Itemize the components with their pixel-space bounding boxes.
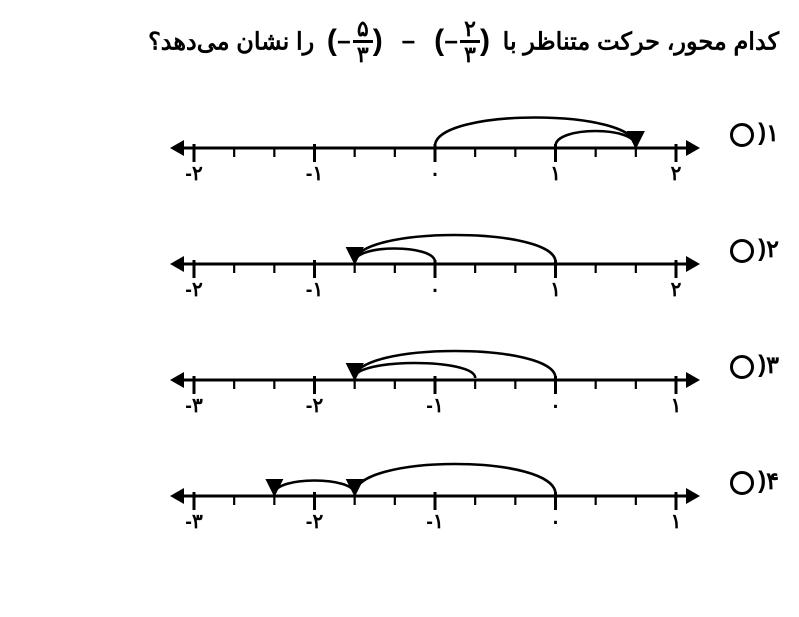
tick-label: -۲ xyxy=(185,279,203,298)
tick-label: ۱ xyxy=(671,511,682,530)
option-label: ۴( xyxy=(730,467,779,496)
radio-icon[interactable] xyxy=(730,239,754,263)
motion-arc xyxy=(355,363,476,378)
tick-label: ۱ xyxy=(671,395,682,414)
number-line: -۲ -۱ ۰ ۱ ۲ xyxy=(140,200,720,298)
motion-arc xyxy=(556,131,636,146)
option-list: ۱( -۲ -۱ ۰ ۱ ۲ ۲( -۲ -۱ ۰ ۱ ۲ ۳( -۳ -۲ -۱ ۰ ۱ ۴( -۳ -۲ -۱ ۰ ۱ xyxy=(20,84,779,530)
tick-label: ۰ xyxy=(550,395,561,414)
tick-label: ۰ xyxy=(430,163,441,182)
fraction-2: (−۵۳) xyxy=(327,16,383,70)
minus-op: − xyxy=(401,21,415,64)
radio-icon[interactable] xyxy=(730,355,754,379)
option-4[interactable]: ۴( -۳ -۲ -۱ ۰ ۱ xyxy=(100,432,779,530)
tick-label: -۱ xyxy=(426,511,443,530)
tick-label: ۱ xyxy=(550,163,561,182)
tick-label: ۰ xyxy=(430,279,441,298)
tick-label: -۳ xyxy=(185,395,203,414)
tick-label: -۱ xyxy=(426,395,443,414)
option-label: ۳( xyxy=(730,351,779,380)
option-2[interactable]: ۲( -۲ -۱ ۰ ۱ ۲ xyxy=(100,200,779,298)
tick-label: -۲ xyxy=(306,511,324,530)
option-3[interactable]: ۳( -۳ -۲ -۱ ۰ ۱ xyxy=(100,316,779,414)
radio-icon[interactable] xyxy=(730,123,754,147)
tick-label: ۲ xyxy=(671,279,682,298)
tick-label: ۰ xyxy=(550,511,561,530)
tick-label: -۲ xyxy=(185,163,203,182)
tick-label: -۲ xyxy=(306,395,324,414)
motion-arc xyxy=(355,464,556,494)
tick-label: -۱ xyxy=(306,279,323,298)
number-line: -۲ -۱ ۰ ۱ ۲ xyxy=(140,84,720,182)
tick-label: ۱ xyxy=(550,279,561,298)
question-text: کدام محور، حرکت متناظر با (−۲۳) − (−۵۳) … xyxy=(20,16,779,70)
tick-label: -۱ xyxy=(306,163,323,182)
motion-arc xyxy=(274,481,354,495)
option-1[interactable]: ۱( -۲ -۱ ۰ ۱ ۲ xyxy=(100,84,779,182)
tick-label: ۲ xyxy=(671,163,682,182)
number-line: -۳ -۲ -۱ ۰ ۱ xyxy=(140,432,720,530)
fraction-1: (−۲۳) xyxy=(434,16,490,70)
tick-label: -۳ xyxy=(185,511,203,530)
motion-arc xyxy=(355,249,435,263)
q-prefix: کدام محور، حرکت متناظر با xyxy=(503,28,779,55)
number-line: -۳ -۲ -۱ ۰ ۱ xyxy=(140,316,720,414)
option-label: ۱( xyxy=(730,119,779,148)
q-suffix: را نشان می‌دهد؟ xyxy=(148,28,314,55)
radio-icon[interactable] xyxy=(730,471,754,495)
option-label: ۲( xyxy=(730,235,779,264)
